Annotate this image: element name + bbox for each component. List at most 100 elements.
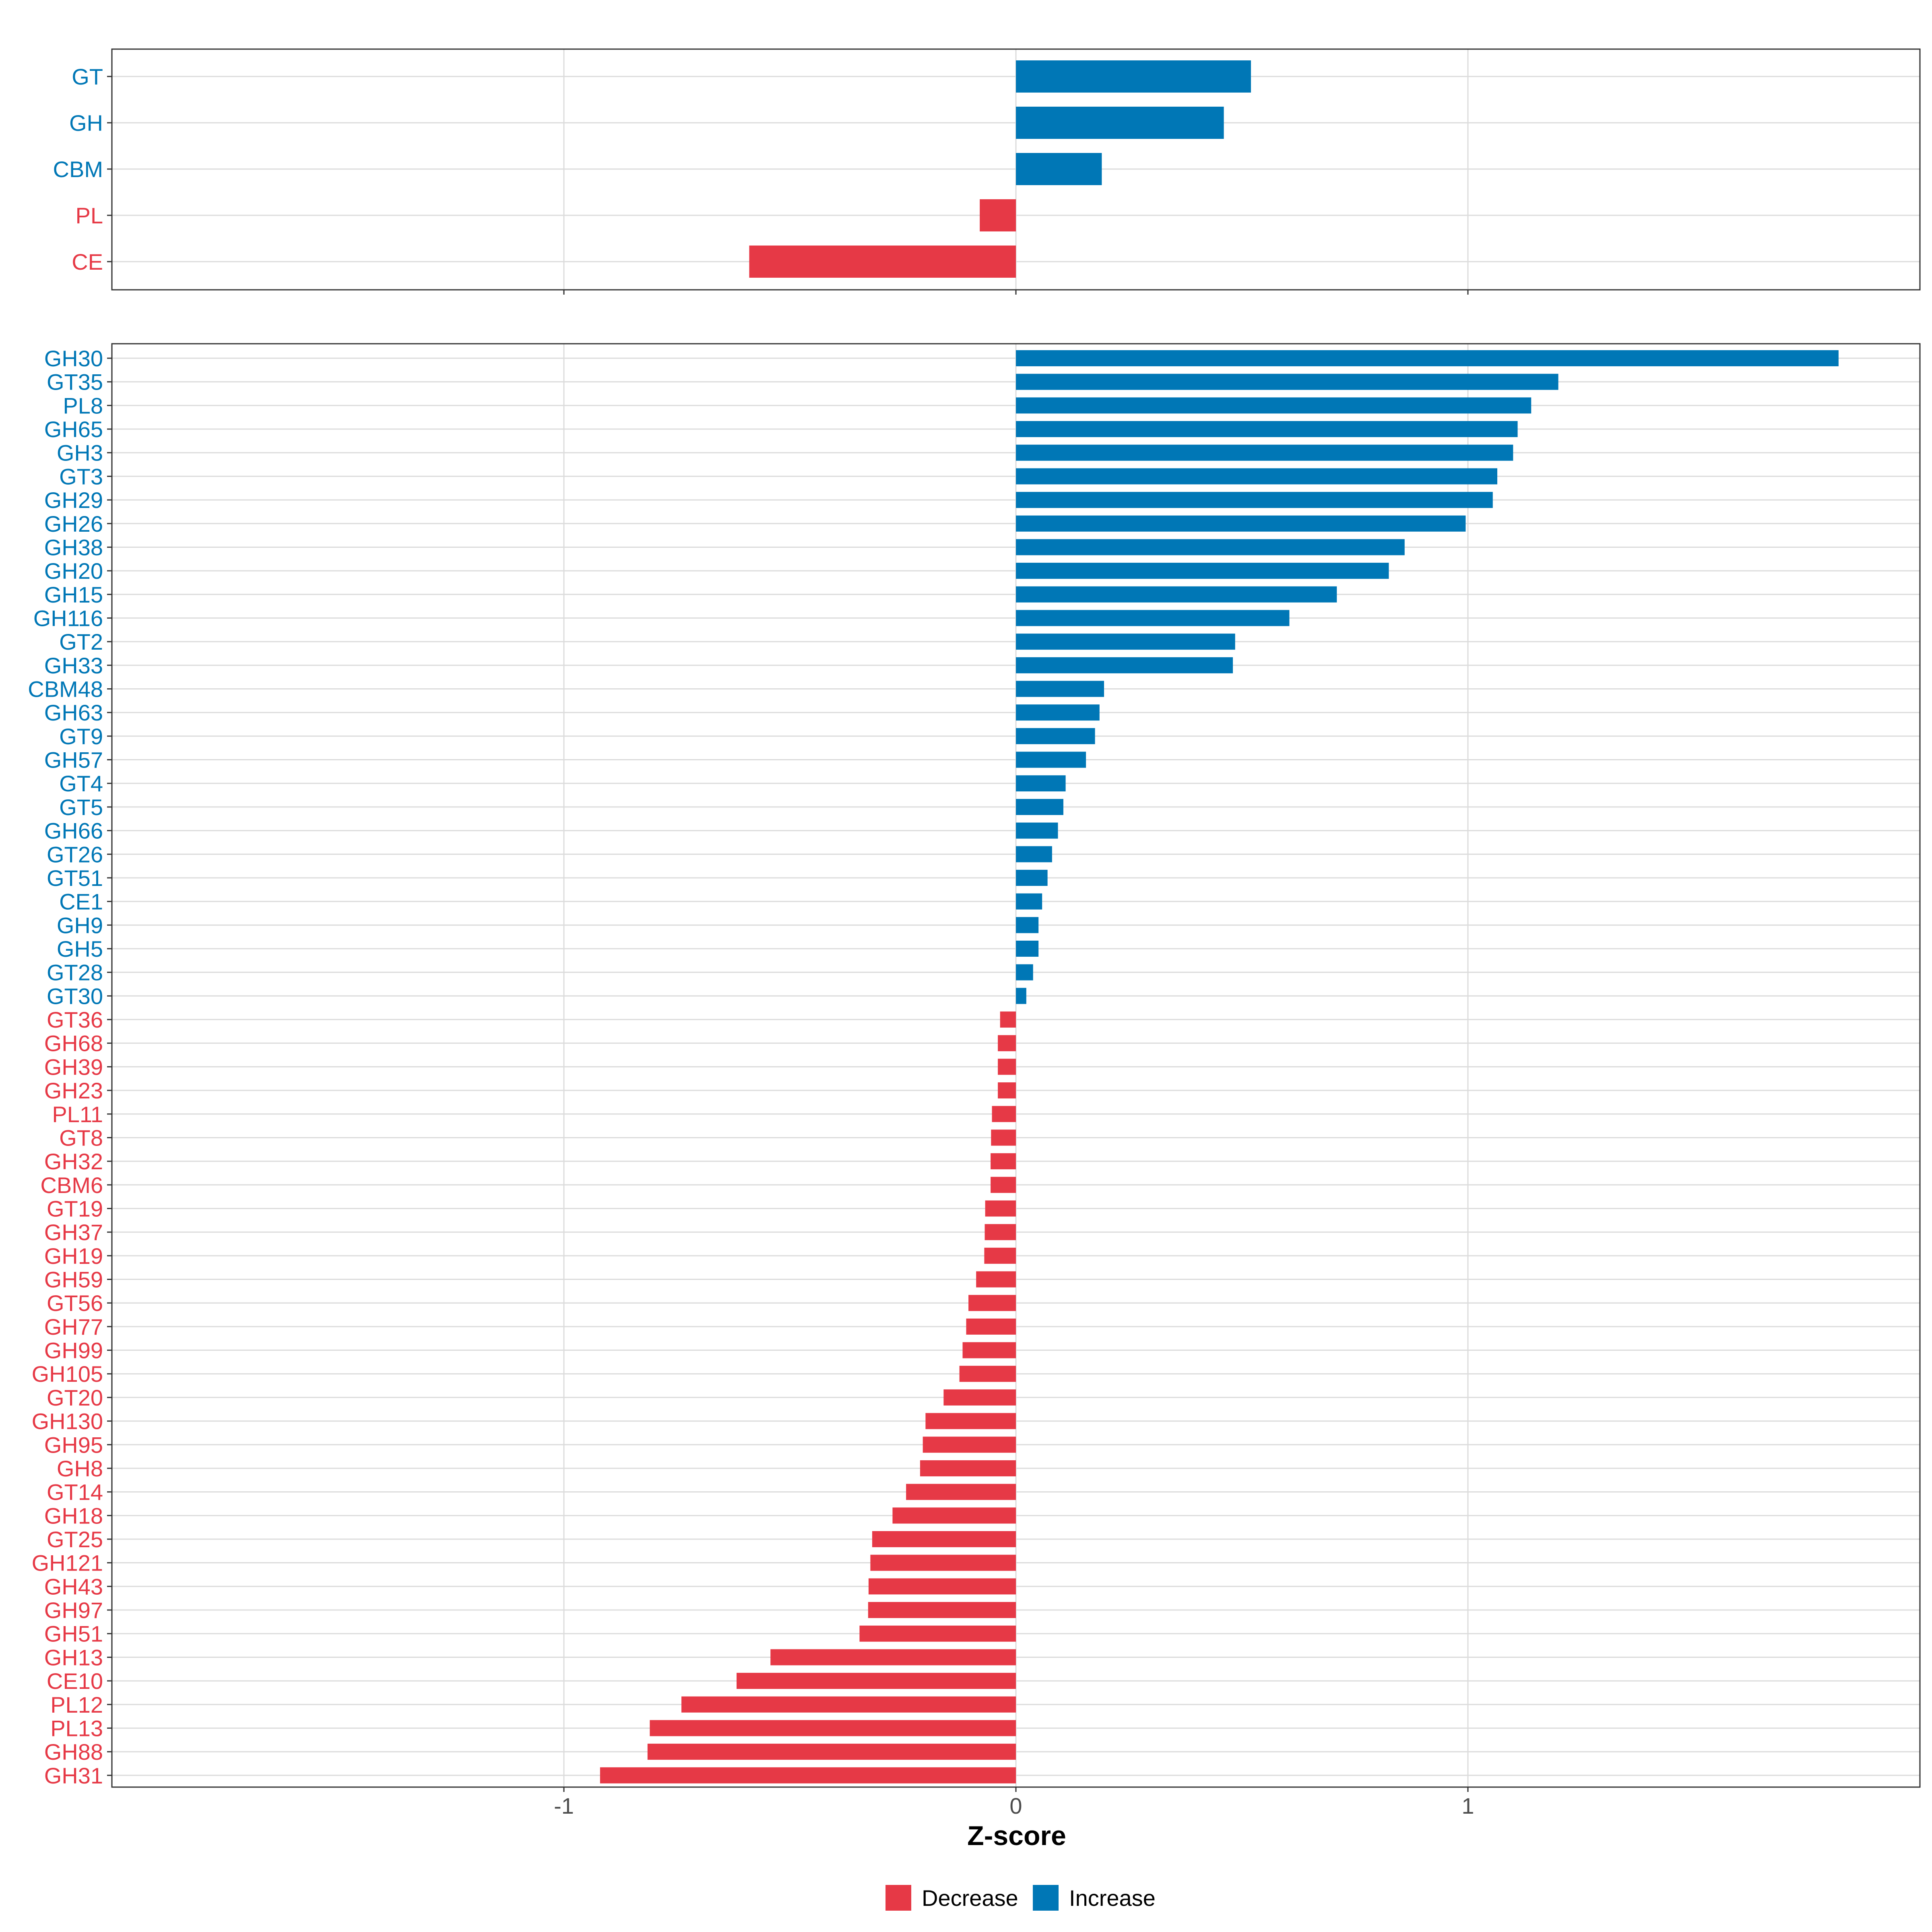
family-bar-gt9 (1016, 728, 1095, 744)
legend-swatch-decrease (886, 1885, 911, 1911)
family-label-gh121: GH121 (32, 1550, 103, 1576)
family-label-cbm48: CBM48 (28, 677, 103, 702)
family-label-gt2: GT2 (59, 629, 103, 654)
legend: Decrease Increase (886, 1885, 1156, 1911)
family-label-gh3: GH3 (57, 440, 103, 466)
x-tick-label: 0 (1009, 1793, 1022, 1818)
family-bar-gh43 (868, 1578, 1016, 1595)
family-bar-gh13 (770, 1649, 1016, 1666)
family-bar-gt2 (1016, 634, 1235, 650)
family-bar-gt3 (1016, 468, 1497, 485)
summary-label-pl: PL (76, 203, 103, 228)
family-label-ce10: CE10 (47, 1668, 103, 1694)
family-label-gt5: GT5 (59, 795, 103, 820)
family-label-gt28: GT28 (47, 960, 103, 985)
family-bar-gh8 (920, 1460, 1016, 1476)
family-bar-gt26 (1016, 846, 1052, 863)
family-label-pl12: PL12 (50, 1692, 103, 1717)
family-bar-gt35 (1016, 374, 1558, 390)
family-label-gt26: GT26 (47, 842, 103, 867)
family-label-gh26: GH26 (44, 511, 103, 537)
family-bar-gh99 (962, 1342, 1016, 1358)
family-bar-pl8 (1016, 397, 1532, 414)
family-label-gh95: GH95 (44, 1432, 103, 1457)
family-bar-cbm48 (1016, 681, 1104, 697)
family-bar-gh95 (923, 1437, 1016, 1453)
family-label-gt14: GT14 (47, 1480, 103, 1505)
family-bar-pl12 (681, 1696, 1016, 1713)
family-label-gh65: GH65 (44, 417, 103, 442)
x-tick-label: 1 (1461, 1793, 1474, 1818)
legend-label-increase: Increase (1069, 1885, 1156, 1911)
family-bar-cbm6 (991, 1177, 1016, 1193)
family-bar-gt8 (991, 1129, 1016, 1146)
family-bar-gh130 (925, 1413, 1016, 1429)
family-bar-gh77 (966, 1318, 1016, 1335)
family-label-gt4: GT4 (59, 771, 103, 796)
family-label-gh20: GH20 (44, 558, 103, 584)
family-bar-gt5 (1016, 799, 1063, 815)
summary-label-gh: GH (69, 110, 103, 136)
family-label-gh30: GH30 (44, 346, 103, 371)
family-label-gh97: GH97 (44, 1598, 103, 1623)
family-label-gh63: GH63 (44, 700, 103, 725)
x-axis-title: Z-score (967, 1821, 1066, 1851)
family-panel: GH30GT35PL8GH65GH3GT3GH29GH26GH38GH20GH1… (28, 343, 1921, 1792)
summary-bar-pl (980, 199, 1016, 231)
legend-label-decrease: Decrease (922, 1885, 1018, 1911)
family-bar-gh19 (984, 1247, 1016, 1264)
family-label-gh8: GH8 (57, 1456, 103, 1481)
family-bar-gh51 (859, 1625, 1016, 1642)
family-label-gh33: GH33 (44, 653, 103, 678)
family-label-gt30: GT30 (47, 983, 103, 1009)
family-bar-gh39 (998, 1059, 1016, 1075)
x-tick-label: -1 (554, 1793, 574, 1818)
family-bar-gt36 (1000, 1011, 1016, 1028)
family-bar-gh66 (1016, 822, 1058, 839)
family-bar-gt30 (1016, 988, 1026, 1004)
family-label-gh9: GH9 (57, 912, 103, 938)
family-label-pl13: PL13 (50, 1715, 103, 1741)
family-bar-gh15 (1016, 586, 1337, 603)
family-label-gh32: GH32 (44, 1149, 103, 1174)
family-bar-gt25 (872, 1531, 1016, 1547)
family-label-pl8: PL8 (63, 393, 103, 418)
family-label-gh66: GH66 (44, 818, 103, 844)
family-label-gh68: GH68 (44, 1031, 103, 1056)
summary-label-ce: CE (72, 249, 103, 275)
family-label-gh37: GH37 (44, 1220, 103, 1245)
family-bar-pl13 (650, 1720, 1016, 1736)
family-label-gh99: GH99 (44, 1338, 103, 1363)
family-label-gt9: GT9 (59, 724, 103, 749)
family-bar-pl11 (992, 1106, 1016, 1122)
family-bar-gh88 (647, 1744, 1016, 1760)
family-bar-gh23 (998, 1082, 1016, 1099)
family-bar-ce1 (1016, 893, 1042, 910)
family-bar-gh18 (892, 1507, 1016, 1524)
family-bar-gt4 (1016, 775, 1066, 792)
summary-bar-gt (1016, 60, 1251, 93)
family-bar-gh97 (868, 1602, 1016, 1618)
family-label-gh18: GH18 (44, 1503, 103, 1528)
family-label-gh5: GH5 (57, 936, 103, 962)
summary-panel: GT GH CBM PL CE (53, 48, 1921, 295)
family-bar-gh63 (1016, 704, 1100, 721)
family-bar-gh37 (985, 1224, 1016, 1241)
x-axis: -1 0 1 (554, 1793, 1474, 1818)
family-bar-gt14 (906, 1484, 1016, 1500)
family-label-gt8: GT8 (59, 1125, 103, 1150)
family-bar-gh121 (870, 1554, 1016, 1571)
family-label-gt20: GT20 (47, 1385, 103, 1410)
family-label-ce1: CE1 (59, 889, 103, 914)
family-label-gt35: GT35 (47, 369, 103, 395)
family-label-gt3: GT3 (59, 464, 103, 489)
family-label-gh19: GH19 (44, 1243, 103, 1269)
family-bar-gt19 (985, 1200, 1016, 1217)
family-label-gh77: GH77 (44, 1314, 103, 1340)
family-bar-gh59 (976, 1271, 1016, 1288)
family-label-gt51: GT51 (47, 865, 103, 891)
family-bar-gt28 (1016, 964, 1033, 980)
family-label-gt56: GT56 (47, 1290, 103, 1316)
family-bar-gh68 (998, 1035, 1016, 1051)
